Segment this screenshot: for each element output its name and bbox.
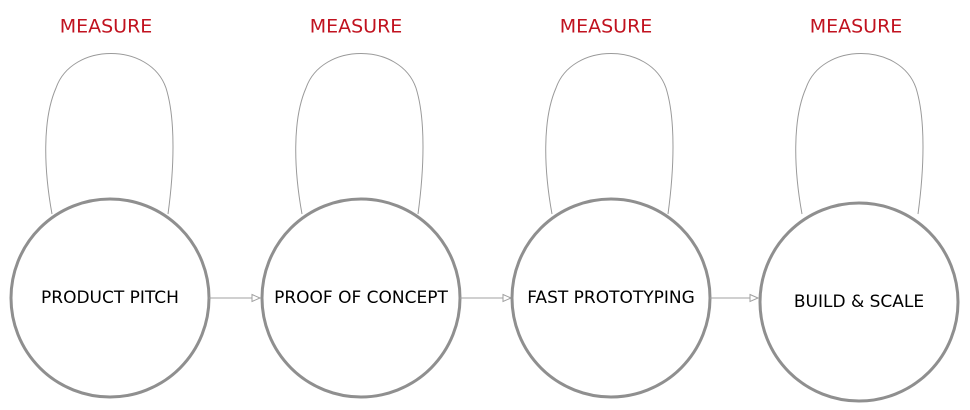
connector-arrow	[209, 293, 262, 303]
arrow-head-icon	[502, 293, 513, 303]
stage-circle	[758, 201, 960, 403]
measure-loop	[795, 53, 924, 215]
stage-label: PROOF OF CONCEPT	[274, 288, 448, 308]
measure-label: MEASURE	[810, 16, 903, 38]
stage-proof-of-concept: MEASURE PROOF OF CONCEPT	[260, 16, 462, 399]
stage-fast-prototyping: MEASURE FAST PROTOTYPING	[510, 16, 712, 399]
measure-label: MEASURE	[560, 16, 653, 38]
measure-loop	[545, 53, 674, 215]
stage-label: PRODUCT PITCH	[41, 288, 179, 308]
measure-loop	[45, 53, 174, 215]
stage-build-and-scale: MEASURE BUILD & SCALE	[758, 16, 960, 403]
measure-loop	[295, 53, 424, 215]
measure-label: MEASURE	[60, 16, 153, 38]
arrow-head-icon	[749, 293, 760, 303]
stage-label: FAST PROTOTYPING	[527, 288, 695, 308]
measure-label: MEASURE	[310, 16, 403, 38]
connector-arrow	[460, 293, 513, 303]
arrow-head-icon	[251, 293, 262, 303]
connector-arrow	[710, 293, 760, 303]
stage-product-pitch: MEASURE PRODUCT PITCH	[9, 16, 211, 399]
stage-label: BUILD & SCALE	[794, 292, 924, 312]
